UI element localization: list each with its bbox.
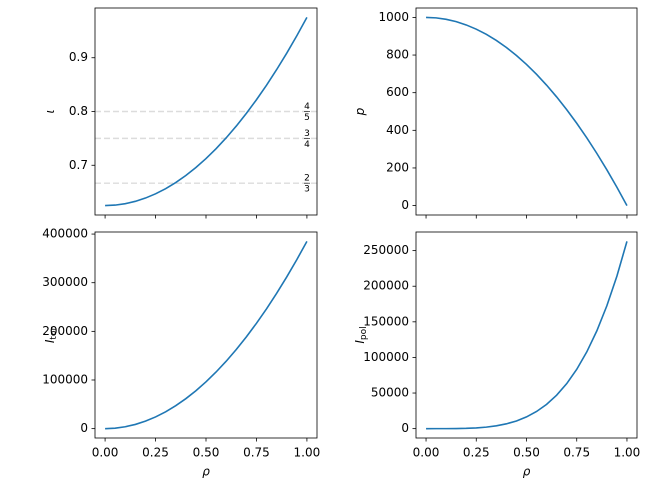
x-tick-label: 0.50	[193, 446, 220, 460]
y-tick-label: 0	[401, 198, 409, 212]
y-axis-label: Itor	[43, 327, 59, 344]
y-axis-label: p	[353, 107, 367, 116]
y-tick-label: 400000	[42, 227, 88, 241]
y-tick-label: 0	[401, 421, 409, 435]
fraction-denominator: 4	[304, 140, 310, 150]
y-axis-label: ι	[43, 109, 57, 113]
y-tick-label: 50000	[371, 386, 409, 400]
y-axis-label-main: ι	[43, 109, 57, 113]
line	[426, 241, 628, 430]
y-tick-label: 200	[386, 160, 409, 174]
y-axis-label-main: I	[353, 340, 367, 344]
x-tick-label: 0.75	[563, 446, 590, 460]
y-axis-label-subscript: pol	[359, 326, 369, 340]
y-tick-label: 0.8	[69, 104, 88, 118]
x-tick-label: 0.00	[92, 446, 119, 460]
axes-frame	[415, 231, 638, 439]
y-tick-label: 100000	[363, 350, 409, 364]
x-tick-label: 1.00	[294, 446, 321, 460]
y-tick-label: 150000	[363, 314, 409, 328]
fraction-denominator: 5	[304, 113, 310, 123]
y-tick-label: 200000	[363, 279, 409, 293]
y-tick-label: 800	[386, 48, 409, 62]
fraction-denominator: 3	[304, 185, 310, 195]
x-axis-label: ρ	[202, 465, 210, 479]
y-tick-label: 0.7	[69, 158, 88, 172]
y-tick-label: 0	[80, 421, 88, 435]
x-tick-label: 0.25	[142, 446, 169, 460]
y-tick-label: 200000	[42, 324, 88, 338]
y-axis-label-main: I	[43, 339, 57, 343]
axes-frame	[94, 231, 318, 439]
fraction-numerator: 4	[304, 102, 310, 112]
fraction-numerator: 3	[304, 129, 310, 139]
x-tick-label: 0.00	[413, 446, 440, 460]
x-tick-label: 0.25	[463, 446, 490, 460]
y-tick-label: 100000	[42, 372, 88, 386]
axes-frame	[415, 7, 638, 216]
x-tick-label: 0.50	[513, 446, 540, 460]
x-axis-label: ρ	[523, 465, 531, 479]
y-tick-label: 400	[386, 123, 409, 137]
y-tick-label: 600	[386, 85, 409, 99]
y-tick-label: 0.9	[69, 50, 88, 64]
y-axis-label: Ipol	[353, 326, 369, 343]
y-tick-label: 1000	[378, 10, 409, 24]
y-tick-label: 300000	[42, 275, 88, 289]
line	[105, 240, 308, 430]
y-axis-label-subscript: tor	[49, 327, 59, 340]
fraction-numerator: 2	[304, 174, 310, 184]
x-tick-label: 0.75	[243, 446, 270, 460]
y-tick-label: 250000	[363, 243, 409, 257]
line	[426, 16, 628, 206]
x-tick-label: 1.00	[614, 446, 641, 460]
line	[105, 17, 308, 207]
y-axis-label-main: p	[353, 107, 367, 116]
